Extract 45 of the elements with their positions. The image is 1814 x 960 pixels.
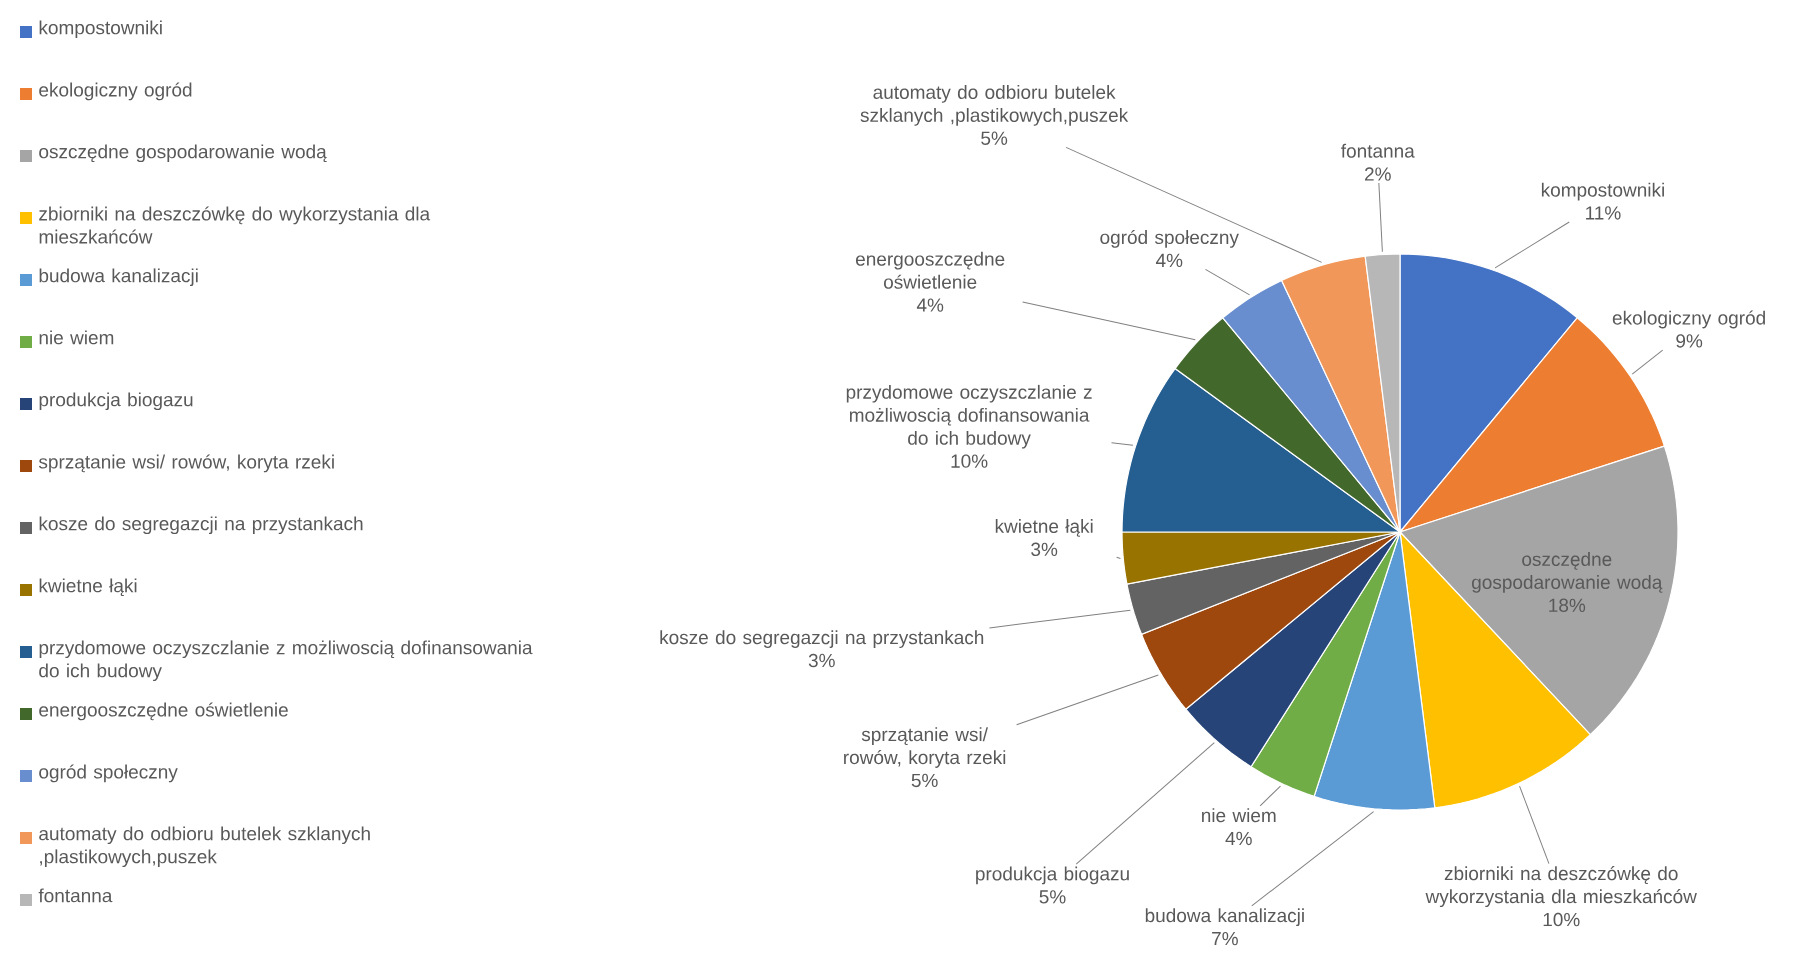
slice-label: fontanna	[1341, 143, 1415, 158]
data-label: 10%	[951, 454, 988, 468]
legend-label: przydomowe oczyszczlanie z możliwoscią dofinansowania do ich budowy	[39, 640, 533, 682]
legend-label: kosze do segregazcji na przystankach	[39, 516, 363, 535]
legend-label: oszczędne gospodarowanie wodą	[39, 144, 327, 163]
slice-label: produkcja biogazu	[976, 866, 1129, 885]
legend-label: budowa kanalizacji	[39, 268, 198, 287]
data-label: 11%	[1586, 206, 1621, 220]
data-label: 10%	[1543, 912, 1580, 927]
slice-label: ekologiczny ogród	[1612, 310, 1765, 329]
slice-label: nie wiem	[1202, 808, 1276, 823]
data-label: 5%	[1039, 890, 1066, 904]
data-label: 18%	[1549, 598, 1586, 613]
legend-label: ekologiczny ogród	[39, 82, 192, 101]
data-label: 7%	[1212, 931, 1238, 946]
legend-label: kwietne łąki	[39, 578, 137, 597]
legend-label: automaty do odbioru butelek szklanych ,plastikowych,puszek	[39, 826, 370, 868]
legend-label: nie wiem	[39, 330, 114, 345]
data-label: 4%	[916, 298, 944, 312]
legend-label: kompostowniki	[39, 20, 162, 39]
slice-label: kompostowniki	[1541, 182, 1664, 201]
slice-label: ogród społeczny	[1100, 229, 1239, 248]
slice-label: kosze do segregazcji na przystankach	[660, 630, 984, 648]
data-label: 3%	[808, 653, 835, 668]
legend-label: energooszczędne oświetlenie	[39, 702, 288, 721]
data-label: 4%	[1225, 831, 1252, 846]
data-label: 5%	[911, 773, 938, 788]
legend-label: sprzątanie wsi/ rowów, koryta rzeki	[38, 454, 334, 473]
legend-label: produkcja biogazu	[39, 392, 193, 411]
data-label: 9%	[1676, 334, 1703, 348]
slice-label: kwietne łąki	[995, 519, 1093, 537]
data-label: 5%	[981, 131, 1008, 145]
slice-label: budowa kanalizacji	[1145, 908, 1304, 927]
legend-label: ogród społeczny	[39, 764, 178, 783]
slice-label: przydomowe oczyszczlanie z możliwoscią dofinansowania do ich budowy	[846, 384, 1092, 449]
slice-label: energooszczędne oświetlenie	[856, 251, 1005, 289]
legend-label: zbiorniki na deszczówkę do wykorzystania dla mieszkańców	[39, 206, 431, 244]
data-label: 4%	[1155, 253, 1183, 267]
slice-label: oszczędne gospodarowanie wodą	[1472, 552, 1663, 593]
data-label: 3%	[1031, 542, 1058, 557]
data-label: 2%	[1364, 167, 1391, 181]
legend-label: fontanna	[38, 888, 113, 903]
slice-label: sprzątanie wsi/ rowów, koryta rzeki	[844, 727, 1006, 768]
slice-label: zbiorniki na deszczówkę do wykorzystania dla mieszkańców	[1425, 866, 1697, 908]
slice-label: automaty do odbioru butelek szklanych ,plastikowych,puszek	[860, 85, 1129, 126]
